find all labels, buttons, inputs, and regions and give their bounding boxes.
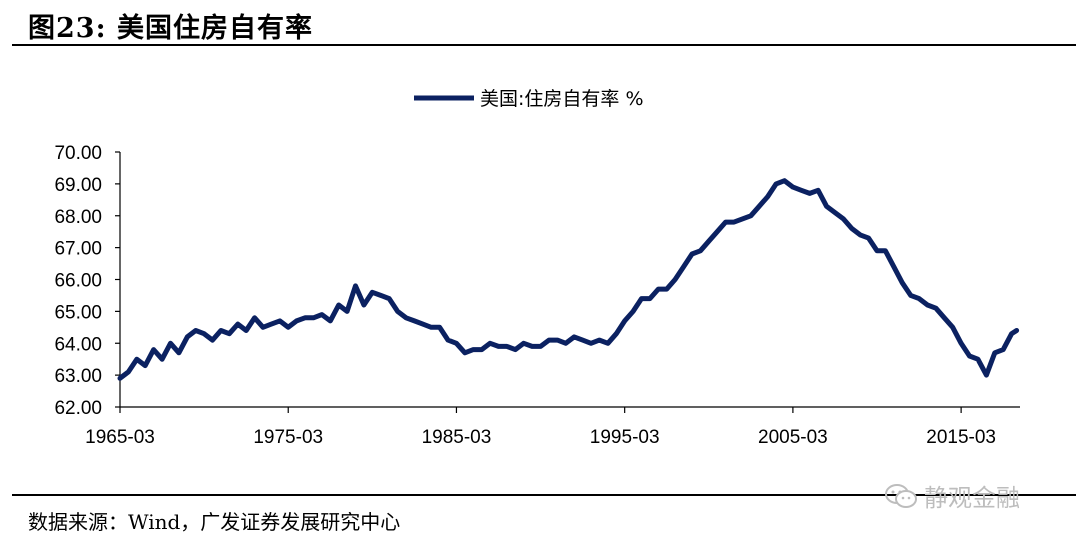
wechat-icon [885, 483, 917, 508]
legend-label: 美国:住房自有率 % [480, 88, 644, 110]
x-tick-label: 1995-03 [590, 427, 660, 448]
x-tick-label: 2005-03 [758, 427, 828, 448]
bottom-rule [12, 494, 1076, 496]
y-tick-label: 70.00 [54, 143, 102, 164]
y-tick-label: 69.00 [54, 175, 102, 196]
source-note: 数据来源：Wind，广发证券发展研究中心 [28, 510, 401, 534]
x-tick-label: 2015-03 [926, 427, 996, 448]
y-tick-label: 62.00 [54, 398, 102, 419]
y-tick-label: 67.00 [54, 239, 102, 260]
watermark: 静观金融 [884, 478, 1020, 513]
x-tick-label: 1965-03 [85, 427, 155, 448]
chart-axes [115, 151, 1020, 413]
y-tick-label: 66.00 [54, 271, 102, 292]
x-tick-label: 1985-03 [422, 427, 492, 448]
y-tick-label: 65.00 [54, 302, 102, 323]
y-tick-label: 68.00 [54, 207, 102, 228]
top-rule [12, 44, 1076, 46]
y-tick-label: 64.00 [54, 334, 102, 355]
chart-legend: 美国:住房自有率 % [414, 88, 644, 110]
figure-title: 图23: 美国住房自有率 [28, 13, 313, 44]
watermark-text: 静观金融 [924, 484, 1020, 512]
series-line [117, 178, 1020, 381]
x-tick-labels: 1965-03 1975-03 1985-03 1995-03 2005-03 2015-… [85, 427, 996, 448]
y-tick-labels: 62.00 63.00 64.00 65.00 66.00 67.00 68.00 69.00… [54, 143, 102, 419]
y-tick-label: 63.00 [54, 366, 102, 387]
x-tick-label: 1975-03 [253, 427, 323, 448]
